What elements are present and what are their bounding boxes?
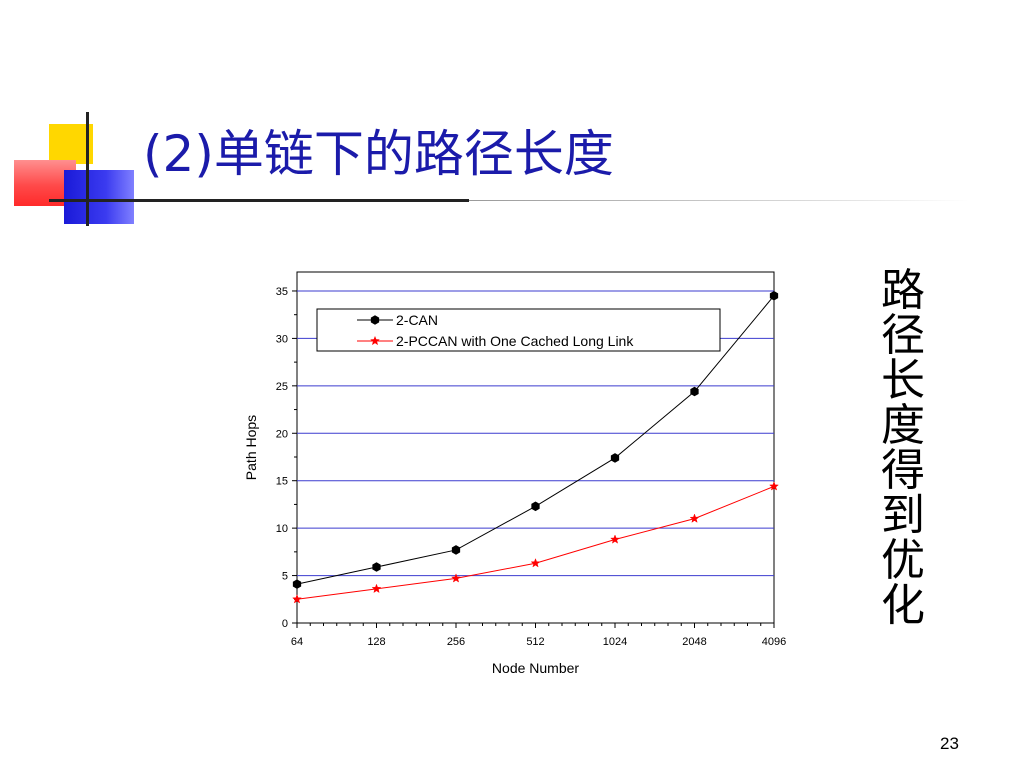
y-tick-label: 0	[282, 618, 288, 630]
legend-label-1: 2-CAN	[396, 312, 438, 328]
y-tick-label: 5	[282, 571, 288, 583]
chart-svg: 0 5 10 15 20 25 30 35 64 128 256 512 1024 2048 4096 Nod…	[243, 271, 786, 676]
series-2-point	[769, 481, 779, 491]
decor-horizontal-line	[49, 199, 469, 202]
x-tick-label: 256	[447, 636, 465, 648]
page-number: 23	[940, 734, 959, 753]
legend-marker-2	[370, 335, 380, 346]
legend-label-2: 2-PCCAN with One Cached Long Link	[396, 333, 634, 349]
series-1-point	[610, 453, 620, 463]
y-tick-label: 25	[276, 381, 288, 393]
series-2-point	[530, 558, 541, 568]
decor-yellow-square	[49, 124, 93, 164]
decor-blue-square	[64, 170, 134, 224]
series-1-point	[372, 562, 381, 572]
x-tick-label: 1024	[603, 636, 627, 648]
y-tick-label: 10	[276, 523, 288, 535]
series-2-point	[451, 573, 461, 583]
side-text: 路径长度得到优化	[881, 265, 925, 631]
y-tick-label: 35	[276, 286, 288, 298]
x-axis-label: Node Number	[492, 660, 579, 676]
x-tick-label: 512	[526, 636, 544, 648]
series-2-point	[371, 583, 382, 594]
decor-title-underline	[469, 200, 969, 201]
legend-box	[316, 308, 721, 352]
decor-vertical-line	[86, 112, 89, 226]
x-tick-label: 4096	[762, 636, 786, 648]
slide-title: (2)单链下的路径长度	[143, 125, 614, 183]
y-tick-label: 30	[276, 333, 288, 345]
series-1-point	[690, 386, 699, 397]
y-tick-label: 20	[276, 428, 288, 440]
legend-marker-1	[370, 315, 380, 325]
series-2-point	[610, 534, 620, 544]
x-tick-label: 64	[291, 636, 303, 648]
series-1-point	[769, 290, 779, 301]
x-tick-label: 128	[367, 636, 385, 648]
y-tick-label: 15	[276, 476, 288, 488]
series-2-point	[689, 513, 700, 523]
series-1-point	[451, 545, 461, 555]
series-1-point	[292, 579, 302, 589]
series-2-point	[292, 594, 302, 604]
series-1-point	[531, 501, 540, 512]
line-chart: 0 5 10 15 20 25 30 35 64 128 256 512 1024 2048 4096 Nod…	[230, 262, 810, 692]
y-axis-label: Path Hops	[243, 415, 259, 480]
x-tick-label: 2048	[682, 636, 706, 648]
